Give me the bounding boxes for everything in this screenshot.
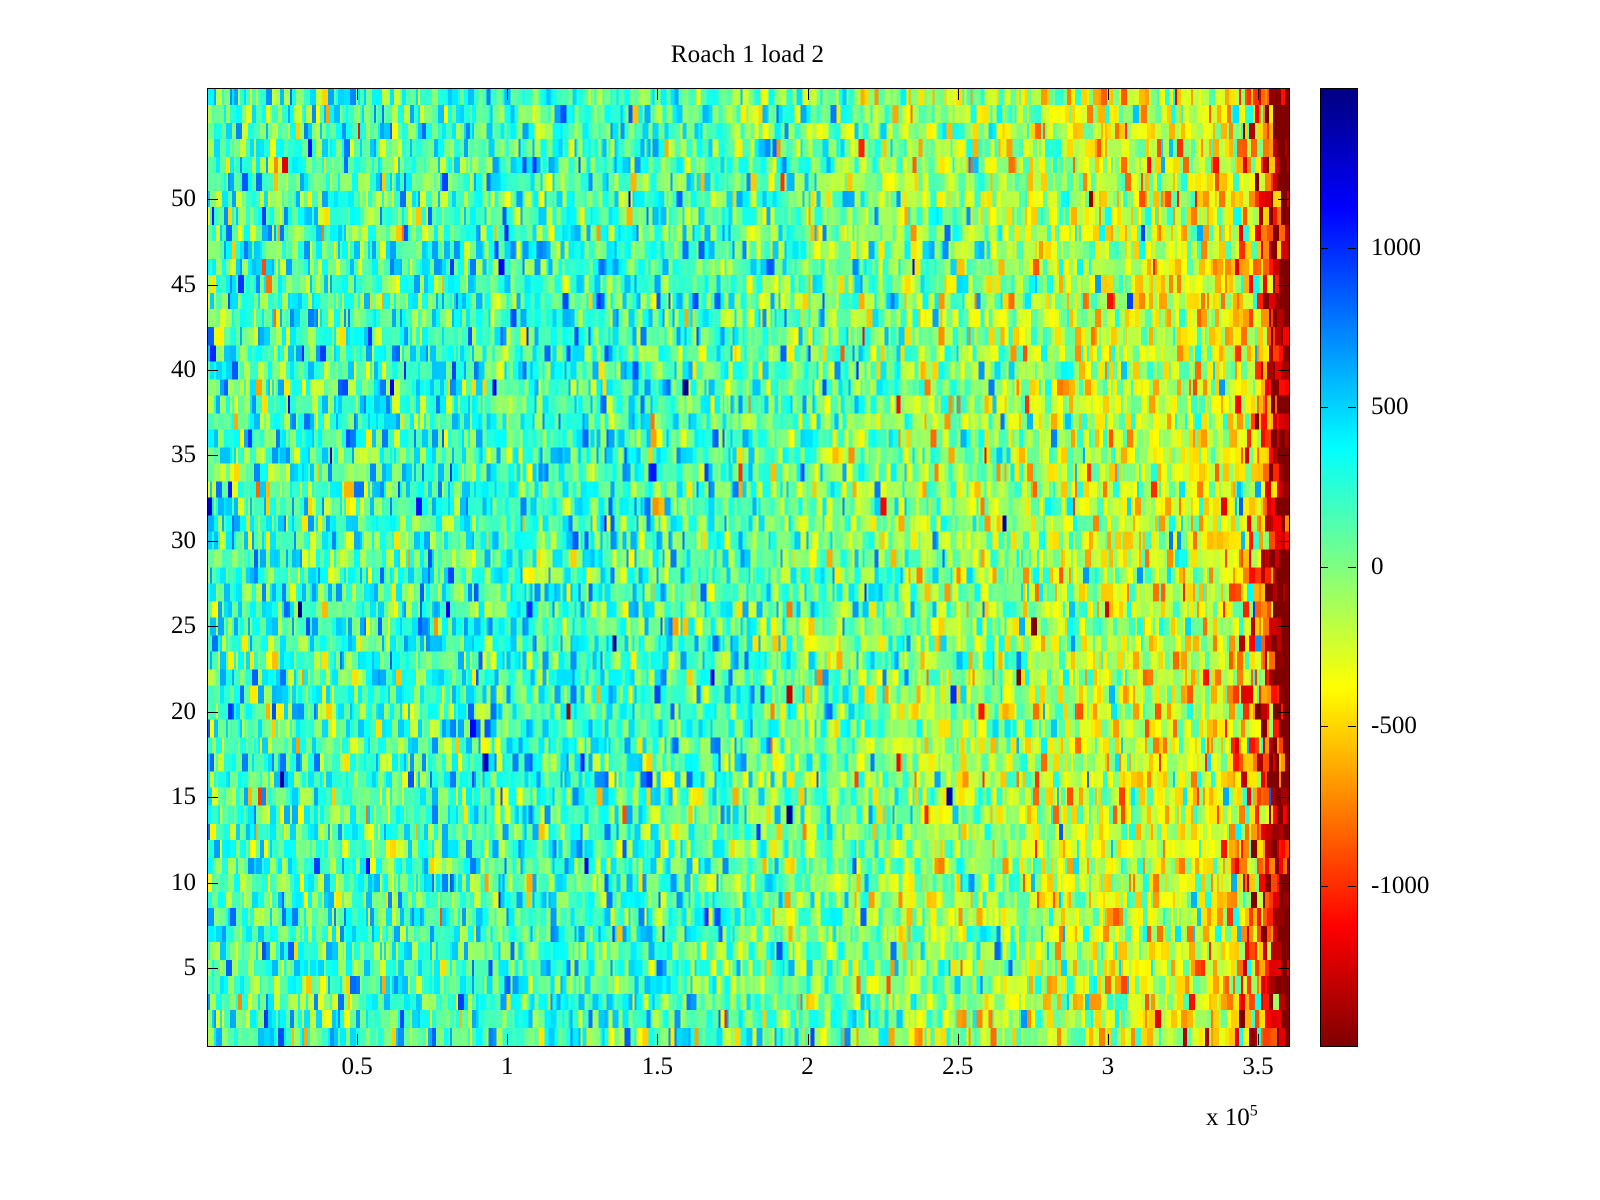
x-tick-mark (1257, 1034, 1259, 1045)
y-tick-label: 15 (171, 783, 196, 811)
y-tick-label: 10 (171, 868, 196, 896)
x-tick-label: 2.5 (942, 1053, 974, 1080)
y-tick-label: 50 (171, 185, 196, 213)
y-tick-mark (207, 626, 218, 628)
y-tick-mark-right (1278, 797, 1289, 799)
x-tick-label: 2 (801, 1053, 814, 1080)
y-tick-mark-right (1278, 540, 1289, 542)
x-tick-mark (957, 1034, 959, 1045)
x-tick-mark-top (507, 89, 509, 100)
page-title: Roach 1 load 2 (670, 41, 825, 68)
y-tick-mark (207, 711, 218, 713)
y-tick-label: 25 (171, 612, 196, 640)
colorbar-tick-label: 500 (1371, 393, 1409, 420)
y-tick-label: 35 (171, 441, 196, 469)
x-tick-label: 3 (1101, 1053, 1115, 1080)
y-tick-label: 40 (171, 355, 196, 383)
y-tick-mark-right (1278, 284, 1289, 286)
x-tick-mark (507, 1034, 509, 1045)
x-tick-mark (1107, 1034, 1109, 1045)
colorbar-tick-mark-right (1348, 726, 1356, 727)
y-tick-mark (207, 968, 218, 970)
x-tick-mark-top (957, 89, 959, 100)
y-tick-mark-right (1278, 626, 1289, 628)
y-tick-mark (207, 797, 218, 799)
heatmap-image (208, 89, 1289, 1046)
x-tick-mark-top (657, 89, 659, 100)
colorbar-tick-mark (1320, 726, 1328, 727)
y-tick-mark-right (1278, 369, 1289, 371)
x-tick-mark (807, 1034, 809, 1045)
colorbar-tick-mark-right (1348, 247, 1356, 249)
x-tick-mark (657, 1034, 659, 1045)
x-tick-label: 1.5 (641, 1053, 674, 1080)
colorbar-tick-mark-right (1348, 885, 1356, 887)
x-tick-mark-top (357, 89, 359, 100)
colorbar-tick-label: 1000 (1371, 233, 1421, 261)
colorbar-tick-mark (1320, 885, 1328, 887)
y-tick-mark (207, 199, 218, 201)
heatmap-plot-area[interactable] (207, 88, 1290, 1047)
colorbar-tick-label: -500 (1371, 712, 1417, 739)
colorbar-gradient (1321, 89, 1357, 1046)
colorbar-tick-mark-right (1348, 407, 1356, 408)
colorbar-tick-label: -1000 (1371, 871, 1430, 899)
y-tick-label: 20 (171, 697, 196, 725)
x-tick-label: 3.5 (1242, 1053, 1274, 1080)
colorbar-tick-mark (1320, 407, 1328, 408)
x-axis-exponent-power: 5 (1249, 1102, 1258, 1120)
y-tick-mark (207, 284, 218, 286)
y-tick-label: 5 (183, 954, 197, 982)
y-tick-mark (207, 882, 218, 884)
colorbar-tick-label: 0 (1371, 552, 1384, 580)
y-tick-label: 45 (171, 270, 196, 298)
y-tick-mark (207, 455, 218, 457)
y-tick-mark-right (1278, 968, 1289, 970)
colorbar-tick-mark (1320, 566, 1328, 568)
x-tick-label: 0.5 (341, 1053, 373, 1080)
y-tick-mark-right (1278, 711, 1289, 713)
x-tick-mark-top (1107, 89, 1109, 100)
x-tick-mark-top (807, 89, 809, 100)
x-tick-label: 1 (501, 1053, 514, 1080)
y-tick-mark-right (1278, 455, 1289, 457)
colorbar-tick-mark-right (1348, 566, 1356, 568)
colorbar-tick-mark (1320, 247, 1328, 249)
y-tick-mark-right (1278, 882, 1289, 884)
colorbar[interactable] (1320, 88, 1358, 1047)
x-axis-exponent-base: x 10 (1206, 1104, 1250, 1131)
y-tick-mark (207, 540, 218, 542)
y-tick-mark (207, 369, 218, 371)
x-axis-exponent-label: x 105 (1206, 1102, 1258, 1132)
y-tick-mark-right (1278, 199, 1289, 201)
x-tick-mark-top (1257, 89, 1259, 100)
x-tick-mark (357, 1034, 359, 1045)
y-tick-label: 30 (171, 526, 196, 554)
